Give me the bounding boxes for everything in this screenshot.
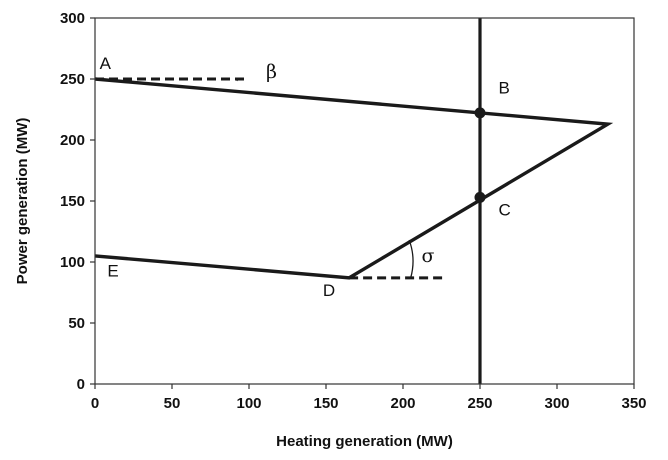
x-axis-ticks: 0 50 100 150 200 250 300 350 — [91, 384, 647, 412]
x-tick-label: 350 — [621, 395, 646, 412]
y-tick-label: 300 — [60, 10, 85, 27]
x-tick-label: 250 — [467, 395, 492, 412]
x-tick-label: 200 — [390, 395, 415, 412]
x-tick-label: 50 — [164, 395, 181, 412]
point-label: B — [498, 79, 509, 98]
angle-label: β — [266, 61, 277, 83]
y-axis-ticks: 0 50 100 150 200 250 300 — [60, 10, 95, 393]
y-tick-label: 0 — [77, 376, 85, 393]
y-tick-label: 150 — [60, 193, 85, 210]
intersection-marker — [474, 107, 486, 119]
series-line — [94, 77, 614, 280]
y-tick-label: 100 — [60, 254, 85, 271]
intersection-marker — [474, 191, 486, 203]
x-tick-label: 100 — [236, 395, 261, 412]
x-tick-label: 0 — [91, 395, 99, 412]
y-axis-title: Power generation (MW) — [14, 118, 31, 285]
x-tick-label: 150 — [313, 395, 338, 412]
point-label: A — [100, 54, 112, 73]
angle-arc — [236, 78, 239, 82]
angle-arc — [408, 239, 414, 279]
y-tick-label: 200 — [60, 132, 85, 149]
x-axis-title: Heating generation (MW) — [276, 433, 453, 450]
y-tick-label: 50 — [68, 315, 85, 332]
point-label: C — [498, 201, 510, 220]
point-label: D — [323, 281, 335, 300]
x-tick-label: 300 — [544, 395, 569, 412]
plot-frame — [94, 17, 635, 385]
angle-label: σ — [421, 245, 434, 267]
point-label: E — [107, 262, 118, 281]
plot-content: A B C D Eβ σ — [94, 18, 614, 384]
y-tick-label: 250 — [60, 71, 85, 88]
